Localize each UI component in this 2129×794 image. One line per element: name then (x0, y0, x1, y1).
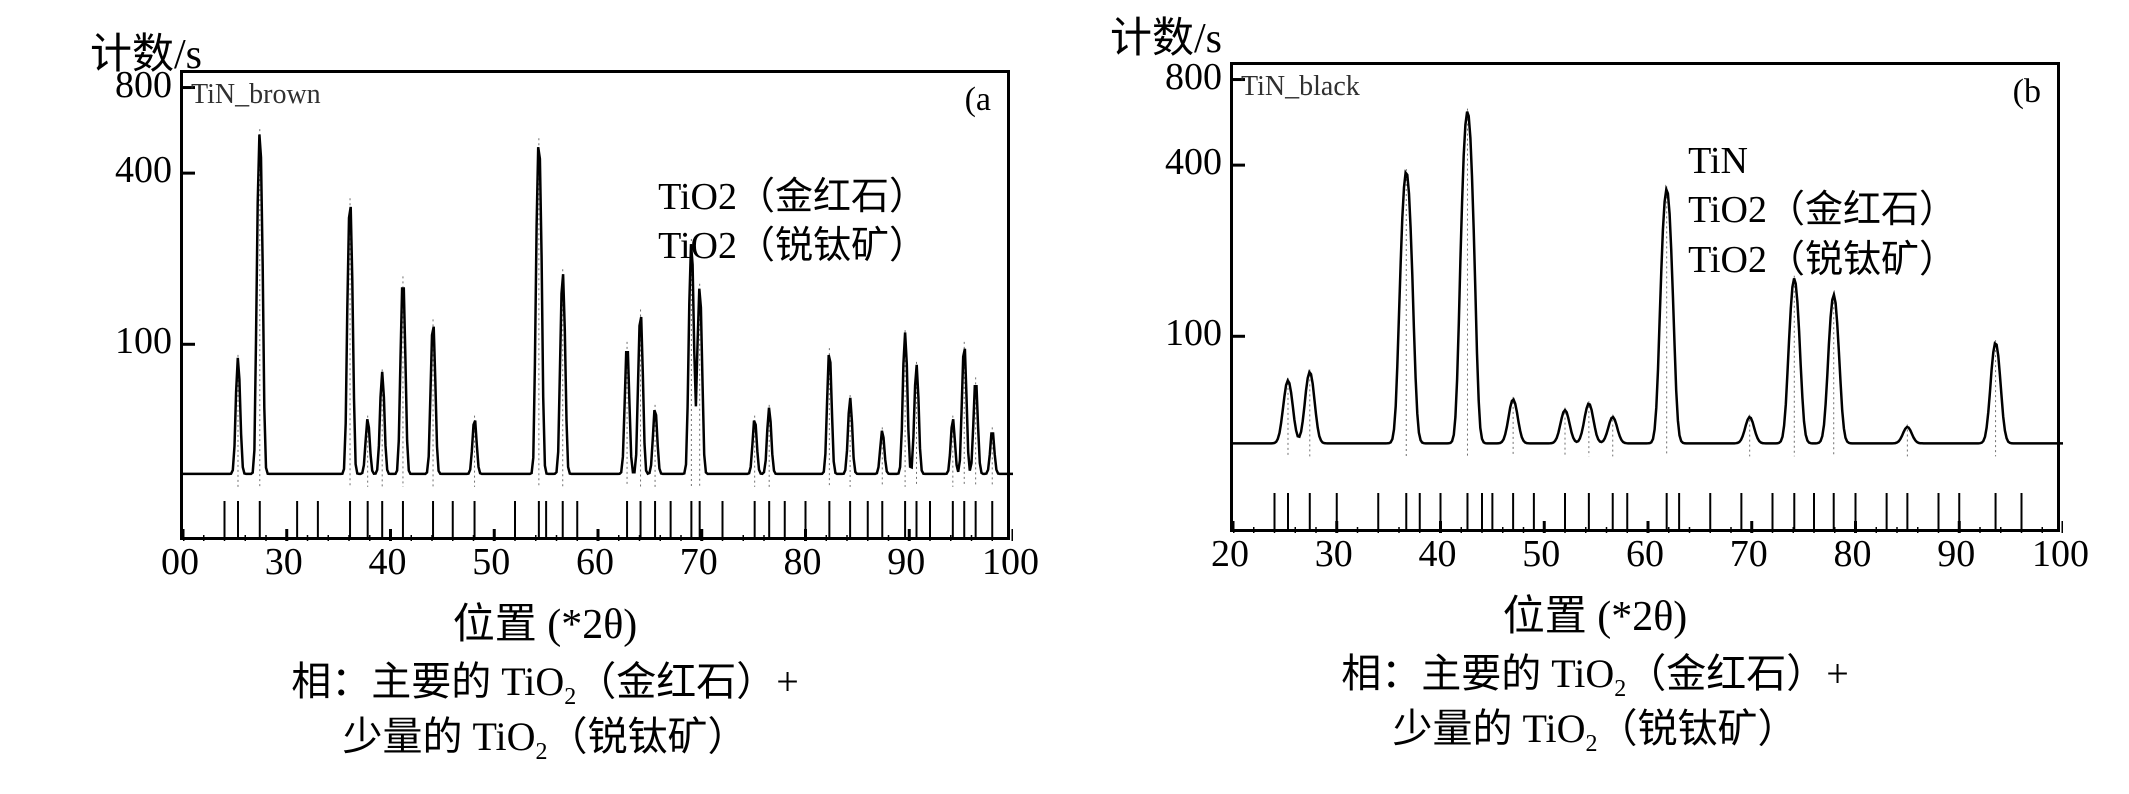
panel-a-caption-l2: 少量的 TiO2（锐钛矿） (342, 714, 747, 759)
xtick-label: 20 (1202, 532, 1258, 576)
xtick-label: 60 (567, 540, 623, 584)
panel-a-corner-label: TiN_brown (191, 79, 321, 111)
panel-b: 计数/s 100400800 TiN_black (b TiNTiO2（金红石）… (1070, 10, 2120, 759)
panel-b-yticks: 100400800 (1130, 62, 1230, 532)
xtick-label: 90 (1928, 532, 1984, 576)
xtick-label: 50 (463, 540, 519, 584)
ytick-label: 100 (80, 319, 172, 363)
panel-b-caption: 相：主要的 TiO2（金红石）+ 少量的 TiO2（锐钛矿） (1341, 649, 1849, 759)
panel-a-legend: TiO2（金红石）TiO2（锐钛矿） (658, 173, 927, 272)
xtick-label: 40 (1410, 532, 1466, 576)
ytick-label: 100 (1130, 311, 1222, 355)
panel-a-xlabel: 位置 (*2θ) (453, 590, 638, 651)
panel-b-xlabel: 位置 (*2θ) (1503, 582, 1688, 643)
panel-b-xticks: 2030405060708090100 (1230, 532, 2060, 578)
xtick-label: 90 (878, 540, 934, 584)
ytick-label: 400 (1130, 140, 1222, 184)
xtick-label: 100 (2032, 532, 2088, 576)
page-root: 计数/s 100400800 TiN_brown (a TiO2（金红石）TiO… (0, 0, 2129, 794)
xtick-label: 40 (360, 540, 416, 584)
legend-item: TiO2（锐钛矿） (658, 222, 927, 271)
legend-item: TiN (1688, 137, 1957, 186)
panel-b-caption-l2: 少量的 TiO2（锐钛矿） (1392, 706, 1797, 751)
panel-a-tag: (a (965, 81, 991, 119)
xtick-label: 30 (256, 540, 312, 584)
legend-item: TiO2（金红石） (1688, 186, 1957, 235)
xtick-label: 50 (1513, 532, 1569, 576)
panel-a-yticks: 100400800 (80, 70, 180, 540)
panel-a: 计数/s 100400800 TiN_brown (a TiO2（金红石）TiO… (20, 10, 1070, 767)
legend-item: TiO2（金红石） (658, 173, 927, 222)
panel-a-chart: TiN_brown (a TiO2（金红石）TiO2（锐钛矿） (180, 70, 1010, 540)
panel-b-svg (1233, 65, 2063, 535)
panel-b-legend: TiNTiO2（金红石）TiO2（锐钛矿） (1688, 137, 1957, 285)
xtick-label: 80 (1825, 532, 1881, 576)
xtick-label: 30 (1306, 532, 1362, 576)
panel-b-chart: TiN_black (b TiNTiO2（金红石）TiO2（锐钛矿） (1230, 62, 2060, 532)
xtick-label: 00 (152, 540, 208, 584)
panel-b-caption-l1: 相：主要的 TiO2（金红石）+ (1341, 651, 1849, 696)
panel-a-caption: 相：主要的 TiO2（金红石）+ 少量的 TiO2（锐钛矿） (291, 657, 799, 767)
panel-a-caption-l1: 相：主要的 TiO2（金红石）+ (291, 659, 799, 704)
ytick-label: 800 (80, 63, 172, 107)
panel-a-svg (183, 73, 1013, 543)
xtick-label: 100 (982, 540, 1038, 584)
xtick-label: 60 (1617, 532, 1673, 576)
ytick-label: 400 (80, 148, 172, 192)
legend-item: TiO2（锐钛矿） (1688, 236, 1957, 285)
panel-a-xticks: 0030405060708090100 (180, 540, 1010, 586)
panel-b-tag: (b (2013, 73, 2041, 111)
xtick-label: 70 (1721, 532, 1777, 576)
ytick-label: 800 (1130, 55, 1222, 99)
panel-b-corner-label: TiN_black (1241, 71, 1360, 103)
xtick-label: 80 (775, 540, 831, 584)
xtick-label: 70 (671, 540, 727, 584)
